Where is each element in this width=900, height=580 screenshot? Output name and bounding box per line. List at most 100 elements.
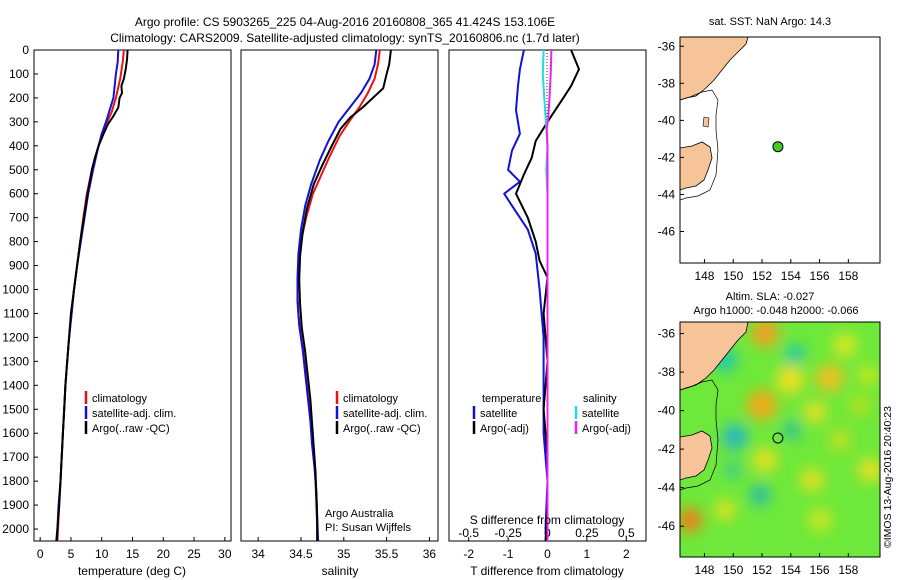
x-tick-label: 10 bbox=[95, 547, 109, 561]
series-line-argo-raw-qc- bbox=[55, 49, 129, 542]
x-tick-label: 2 bbox=[623, 547, 630, 561]
map-lat-label: -44 bbox=[658, 187, 676, 201]
depth-tick-label: 1600 bbox=[2, 426, 29, 440]
credit-line1: Argo Australia bbox=[325, 508, 394, 520]
map1-title: sat. SST: NaN Argo: 14.3 bbox=[709, 16, 831, 28]
depth-tick-label: 1800 bbox=[2, 474, 29, 488]
figure-title-line1: Argo profile: CS 5903265_225 04-Aug-2016… bbox=[135, 15, 555, 29]
depth-tick-label: 100 bbox=[9, 67, 29, 81]
t-difference-x-ticks: -2 -1 0 1 2 bbox=[463, 537, 630, 561]
depth-tick-label: 1900 bbox=[2, 498, 29, 512]
salinity-x-label: salinity bbox=[322, 564, 359, 578]
depth-tick-label: 1500 bbox=[2, 402, 29, 416]
temperature-legend: climatology satellite-adj. clim. Argo(..… bbox=[84, 391, 176, 435]
map2-tasmania bbox=[680, 430, 713, 481]
legend-label-argo: Argo(..raw -QC) bbox=[92, 423, 170, 435]
x-tick-label: 15 bbox=[126, 547, 140, 561]
salinity-legend: climatology satellite-adj. clim. Argo(..… bbox=[335, 391, 427, 435]
s-difference-x-label: S difference from climatology bbox=[470, 513, 625, 527]
map-lon-label: 150 bbox=[723, 563, 743, 577]
legend-label-argo: Argo(..raw -QC) bbox=[343, 423, 421, 435]
series-line-climatology bbox=[56, 49, 125, 542]
x-tick-label: -1 bbox=[503, 547, 514, 561]
credit-line2: PI: Susan Wijffels bbox=[325, 522, 411, 534]
map1-tasmania bbox=[680, 141, 713, 191]
map2-content bbox=[680, 322, 880, 557]
temperature-panel-frame bbox=[33, 49, 232, 542]
temperature-x-ticks: 0 5 10 15 20 25 30 bbox=[37, 537, 232, 561]
depth-tick-label: 800 bbox=[9, 235, 29, 249]
salinity-panel-frame bbox=[240, 49, 439, 542]
x-tick-label: 1 bbox=[584, 547, 591, 561]
x-tick-label: 25 bbox=[187, 547, 201, 561]
map-lat-label: -36 bbox=[658, 327, 676, 341]
legend-label-s-satellite: satellite bbox=[582, 408, 619, 420]
x-tick-label: 30 bbox=[218, 547, 232, 561]
map-lat-label: -40 bbox=[658, 404, 676, 418]
series-line-s-argo-adj- bbox=[545, 49, 553, 541]
series-line-satellite-adj-clim- bbox=[296, 49, 378, 542]
legend-label-climatology: climatology bbox=[343, 393, 399, 405]
t-difference-x-label: T difference from climatology bbox=[470, 564, 624, 578]
legend-label-t-argo: Argo(-adj) bbox=[480, 423, 529, 435]
map1-island bbox=[702, 116, 710, 128]
series-line-argo-raw-qc- bbox=[298, 49, 392, 541]
map-lon-label: 156 bbox=[810, 563, 830, 577]
map2-shelf-contour bbox=[680, 379, 719, 491]
map2-axis-ticks: 148 150 152 154 156 158 -36 -38 -40 -42 -44 -46 bbox=[658, 327, 859, 577]
map-lon-label: 148 bbox=[694, 269, 714, 283]
map-lon-label: 152 bbox=[752, 269, 772, 283]
legend-label-climatology: climatology bbox=[92, 393, 148, 405]
depth-axis: 0 100 200 300 400 500 600 700 800 900 1000 1100 1200… bbox=[2, 43, 38, 536]
figure-title-line2: Climatology: CARS2009. Satellite-adjuste… bbox=[110, 31, 580, 45]
map-lon-label: 152 bbox=[752, 563, 772, 577]
x-tick-label: 36 bbox=[423, 547, 437, 561]
map-lat-label: -42 bbox=[658, 150, 676, 164]
depth-tick-label: 1200 bbox=[2, 330, 29, 344]
legend-label-s-argo: Argo(-adj) bbox=[582, 423, 631, 435]
map-lon-label: 158 bbox=[838, 269, 858, 283]
map-lat-label: -46 bbox=[658, 225, 676, 239]
map-lat-label: -44 bbox=[658, 481, 676, 495]
legend-label-satellite: satellite-adj. clim. bbox=[92, 408, 176, 420]
legend-heading-temperature: temperature bbox=[482, 393, 541, 405]
legend-heading-salinity: salinity bbox=[583, 393, 617, 405]
depth-tick-label: 500 bbox=[9, 163, 29, 177]
map-lat-label: -38 bbox=[658, 365, 676, 379]
depth-tick-label: 1000 bbox=[2, 283, 29, 297]
map-lat-label: -40 bbox=[658, 113, 676, 127]
difference-series bbox=[503, 49, 580, 542]
map-lat-label: -42 bbox=[658, 442, 676, 456]
depth-tick-label: 400 bbox=[9, 139, 29, 153]
copyright-label: ©IMOS 13-Aug-2016 20:40:23 bbox=[882, 406, 894, 548]
map-lat-label: -38 bbox=[658, 76, 676, 90]
salinity-x-ticks: 34 34.5 35 35.5 36 bbox=[251, 537, 436, 561]
map-lon-label: 150 bbox=[723, 269, 743, 283]
depth-tick-label: 1100 bbox=[3, 306, 29, 320]
map1-axis-ticks: 148 150 152 154 156 158 -36 -38 -40 -42 -44 -46 bbox=[658, 39, 859, 283]
x-tick-label: 35 bbox=[337, 547, 351, 561]
x-tick-label: 34.5 bbox=[289, 547, 313, 561]
series-line-t-satellite bbox=[503, 49, 549, 542]
depth-tick-label: 200 bbox=[9, 91, 29, 105]
map1-argo-location-marker bbox=[772, 141, 784, 153]
s-tick-label: 0.5 bbox=[618, 526, 635, 540]
s-tick-label: -0.25 bbox=[494, 526, 522, 540]
depth-tick-label: 300 bbox=[9, 115, 29, 129]
depth-tick-label: 1700 bbox=[2, 450, 29, 464]
map-lon-label: 154 bbox=[781, 269, 801, 283]
x-tick-label: 20 bbox=[157, 547, 171, 561]
x-tick-label: 5 bbox=[68, 547, 75, 561]
depth-tick-label: 0 bbox=[22, 43, 29, 57]
map2-sla-blobs bbox=[680, 322, 880, 532]
map-lat-label: -46 bbox=[658, 519, 676, 533]
depth-tick-label: 1400 bbox=[2, 378, 29, 392]
temperature-x-label: temperature (deg C) bbox=[78, 564, 186, 578]
depth-tick-label: 600 bbox=[9, 187, 29, 201]
x-tick-label: 34 bbox=[251, 547, 265, 561]
temperature-series bbox=[55, 49, 129, 542]
x-tick-label: 35.5 bbox=[375, 547, 399, 561]
map-lon-label: 148 bbox=[694, 563, 714, 577]
